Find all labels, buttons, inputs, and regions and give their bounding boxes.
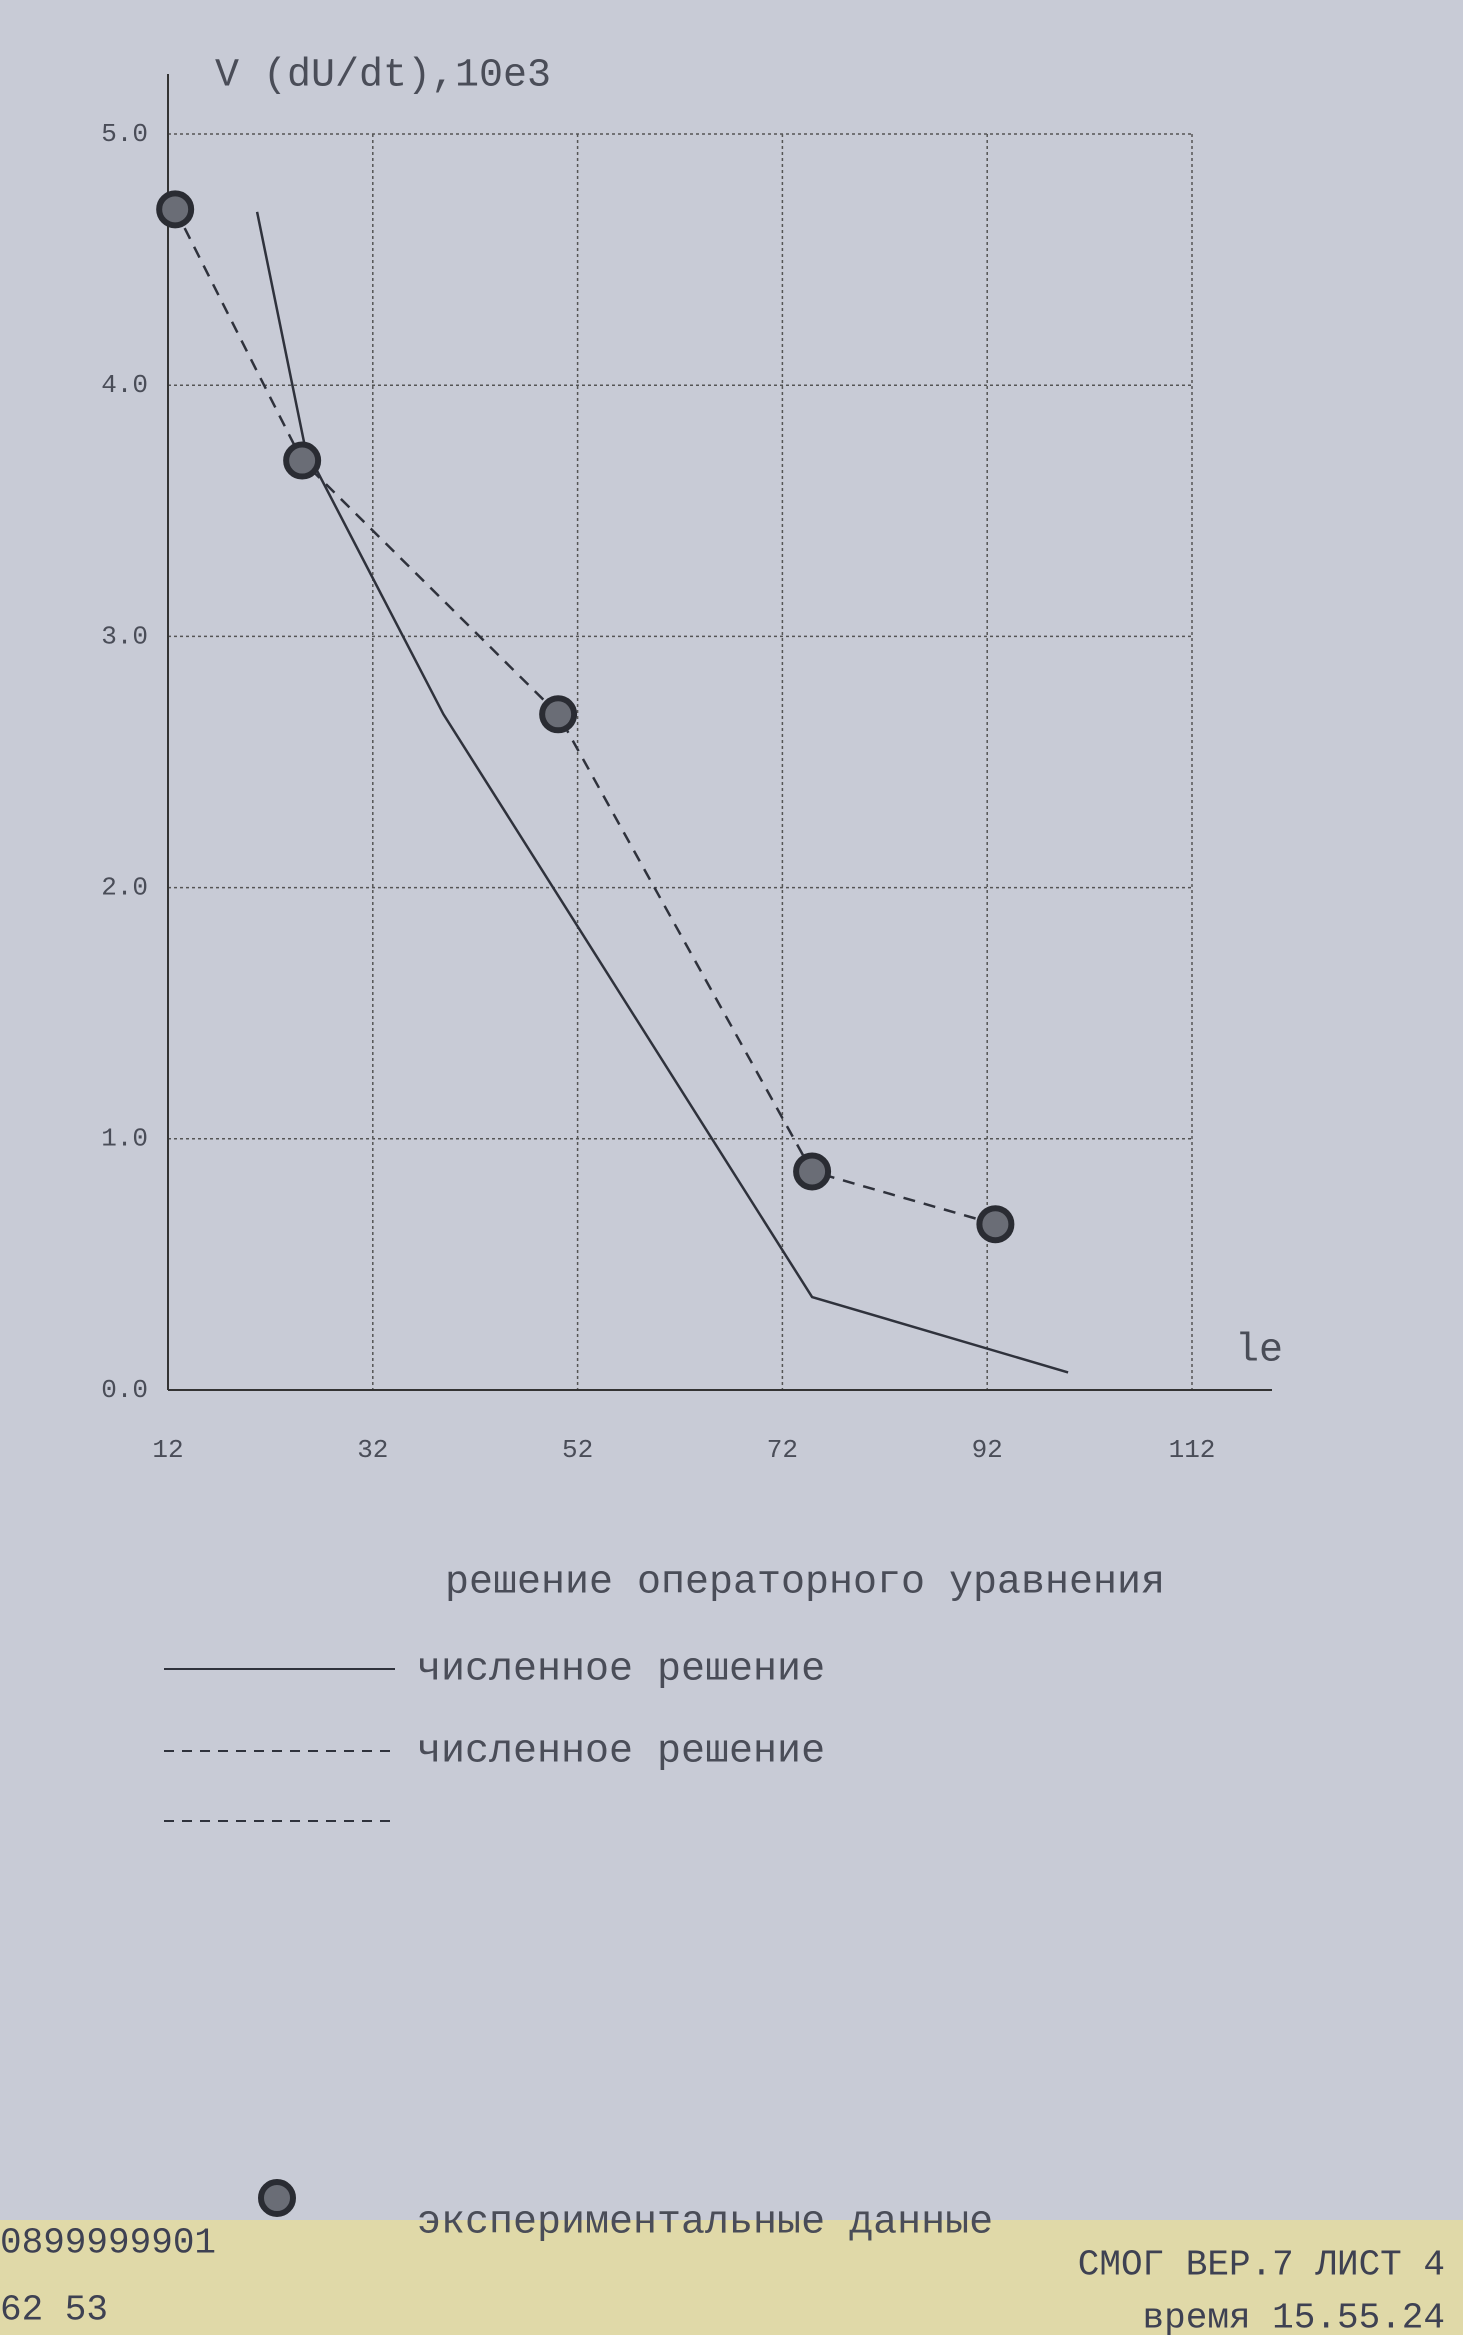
x-tick-label: 12 xyxy=(152,1435,183,1465)
data-point xyxy=(539,695,578,734)
marker-label: экспериментальные данные xyxy=(417,2201,993,2246)
data-point xyxy=(793,1152,832,1191)
x-tick-label: 52 xyxy=(562,1435,593,1465)
legend-marker xyxy=(258,2179,296,2217)
legend-label: численное решение xyxy=(417,1730,825,1775)
series-line xyxy=(255,211,1069,1374)
data-point xyxy=(156,190,195,229)
x-tick-label: 32 xyxy=(357,1435,388,1465)
x-tick-label: 92 xyxy=(972,1435,1003,1465)
footer-time: время 15.55.24 xyxy=(1143,2298,1445,2335)
legend-label: численное решение xyxy=(417,1648,825,1693)
data-point xyxy=(976,1205,1015,1244)
y-tick-label: 0.0 xyxy=(101,1375,148,1405)
x-tick-label: 112 xyxy=(1169,1435,1216,1465)
y-axis-label: V (dU/dt),10e3 xyxy=(215,54,551,99)
y-tick-label: 3.0 xyxy=(101,621,148,651)
y-tick-label: 5.0 xyxy=(101,119,148,149)
footer-header: СМОГ ВЕР.7 ЛИСТ 4 xyxy=(1078,2245,1445,2286)
x-axis-label: le xyxy=(1235,1329,1283,1374)
footer-number: 62 53 xyxy=(0,2290,108,2331)
x-tick-label: 72 xyxy=(767,1435,798,1465)
y-tick-label: 4.0 xyxy=(101,370,148,400)
data-point xyxy=(283,441,322,480)
y-tick-label: 1.0 xyxy=(101,1124,148,1154)
series-line xyxy=(174,208,996,1226)
footer-band xyxy=(0,2220,1463,2335)
footer-code: 0899999901 xyxy=(0,2223,216,2264)
legend-title: решение операторного уравнения xyxy=(445,1561,1165,1606)
y-tick-label: 2.0 xyxy=(101,872,148,902)
